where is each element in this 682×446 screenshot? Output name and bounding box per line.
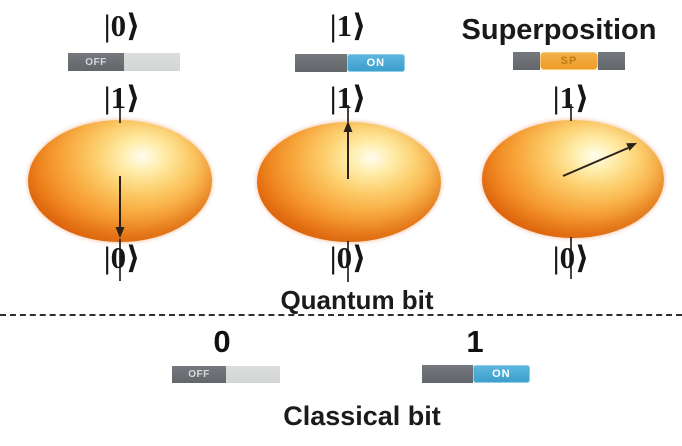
ket-label-south-3: |0⟩: [552, 240, 590, 275]
ket-label-south-1: |0⟩: [103, 240, 141, 275]
bloch-sphere-superposition: [482, 120, 664, 238]
toggle-on-segment: ON: [346, 54, 405, 72]
quantum-bit-caption: Quantum bit: [280, 285, 434, 315]
quantum-toggle-off[interactable]: OFF: [68, 53, 180, 71]
toggle-empty-segment: [226, 366, 280, 383]
ket-label-zero-top: |0⟩: [103, 8, 141, 43]
bloch-sphere-zero: [28, 120, 212, 242]
classical-toggle-on[interactable]: ON: [422, 365, 530, 383]
bloch-sphere-one: [257, 122, 441, 242]
ket-label-south-2: |0⟩: [329, 240, 367, 275]
toggle-empty-segment: [124, 53, 180, 71]
ket-label-one-top: |1⟩: [329, 8, 367, 43]
off-label: OFF: [85, 56, 107, 68]
ket-label-north-1: |1⟩: [103, 80, 141, 115]
quantum-toggle-on[interactable]: ON: [295, 54, 405, 72]
toggle-on-segment: ON: [472, 365, 530, 383]
off-label: OFF: [188, 369, 210, 380]
toggle-empty-segment: [598, 52, 625, 70]
quantum-toggle-superposition[interactable]: SP: [513, 52, 625, 70]
toggle-empty-segment: [513, 52, 540, 70]
ket-label-north-3: |1⟩: [552, 80, 590, 115]
toggle-off-segment: OFF: [172, 366, 226, 383]
ket-label-north-2: |1⟩: [329, 80, 367, 115]
classical-zero-label: 0: [213, 324, 231, 359]
toggle-off-segment: OFF: [68, 53, 124, 71]
toggle-sp-segment: SP: [539, 52, 599, 70]
toggle-empty-segment: [422, 365, 473, 383]
classical-toggle-off[interactable]: OFF: [172, 366, 280, 383]
classical-bit-caption: Classical bit: [283, 401, 441, 431]
superposition-title: Superposition: [461, 14, 657, 46]
section-divider: [0, 314, 682, 316]
classical-one-label: 1: [466, 324, 484, 359]
toggle-empty-segment: [295, 54, 347, 72]
